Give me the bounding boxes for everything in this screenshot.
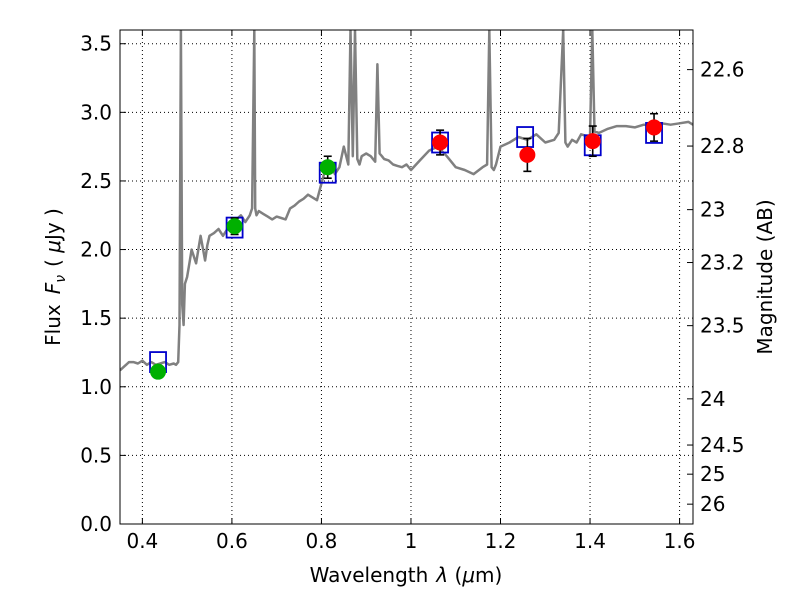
photometry-point [319,159,336,176]
y-tick-label: 0.0 [80,512,112,536]
right-tick-label: 24 [700,387,725,411]
y-tick-label: 1.0 [80,375,112,399]
y-axis-right-label: Magnitude (AB) [753,199,777,354]
y-tick-label: 2.5 [80,169,112,193]
x-tick-label: 0.6 [216,529,248,553]
right-tick-label: 25 [700,462,725,486]
photometry-point [519,146,536,163]
right-tick-label: 24.5 [700,433,745,457]
y-tick-label: 3.0 [80,100,112,124]
x-axis-label: Wavelength λ (μm) [310,563,503,587]
x-tick-label: 0.4 [126,529,158,553]
x-tick-label: 1.6 [664,529,696,553]
x-tick-label: 1 [405,529,418,553]
right-tick-label: 23 [700,198,725,222]
x-tick-label: 0.8 [306,529,338,553]
y-tick-label: 3.5 [80,32,112,56]
right-tick-label: 22.6 [700,58,745,82]
photometry-point [150,363,167,380]
spectrum-line [120,30,693,372]
photometry-point [226,218,243,235]
photometry-point [646,119,663,136]
y-tick-label: 2.0 [80,238,112,262]
model-square-marker [516,126,535,148]
x-tick-label: 1.2 [485,529,517,553]
right-tick-label: 23.5 [700,314,745,338]
axis-ticks: 0.4 0.6 0.8 1 1.2 1.4 1.6 0.0 0.5 1.0 1.5 2.0 2.5 3.0… [80,30,745,553]
y-tick-label: 1.5 [80,306,112,330]
plot-area [120,30,693,380]
right-tick-label: 26 [700,492,725,516]
plot-frame [119,29,694,525]
right-tick-label: 22.8 [700,134,745,158]
right-tick-label: 23.2 [700,251,745,275]
photometry-point [584,133,601,150]
photometry-point [432,134,449,151]
y-tick-label: 0.5 [80,443,112,467]
x-tick-label: 1.4 [574,529,606,553]
y-axis-label: FluxFν( μJy ) [41,208,69,346]
